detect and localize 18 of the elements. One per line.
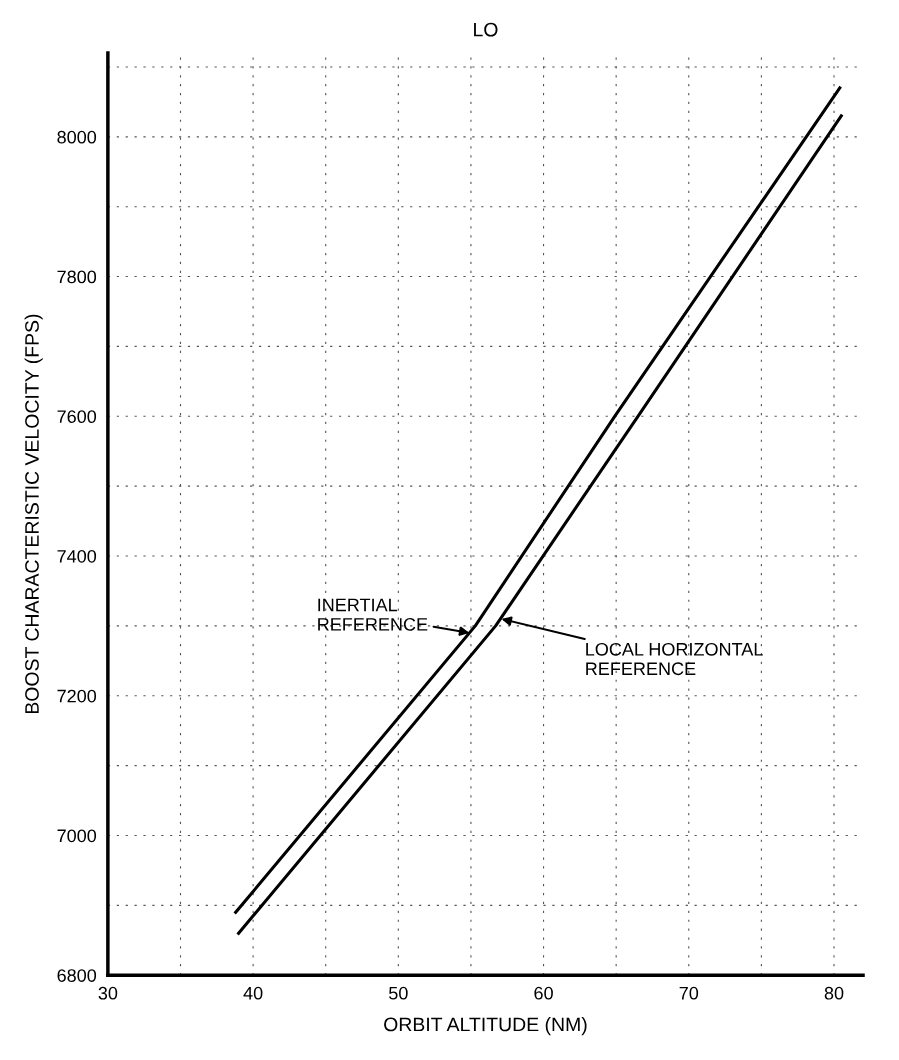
x-tick-label: 50 — [389, 986, 408, 1000]
chart-title: LO — [474, 22, 498, 37]
x-tick-label: 30 — [98, 986, 118, 1000]
annotation: INERTIAL REFERENCE — [318, 598, 428, 631]
y-tick-label: 8000 — [57, 130, 97, 144]
y-tick-label: 7400 — [57, 549, 97, 563]
y-tick-label: 6800 — [57, 969, 97, 982]
y-tick-label: 7000 — [57, 829, 97, 843]
annotation: LOCAL HORIZONTAL REFERENCE — [586, 642, 763, 676]
x-tick-label: 40 — [243, 986, 263, 1000]
x-tick-label: 80 — [824, 986, 844, 1000]
x-tick-label: 70 — [679, 986, 699, 1000]
x-axis-title: ORBIT ALTITUDE (NM) — [384, 1017, 587, 1036]
y-tick-label: 7200 — [57, 689, 97, 703]
y-tick-label: 7600 — [57, 410, 97, 424]
x-tick-label: 60 — [534, 986, 553, 1000]
y-axis-title: BOOST CHARACTERISTIC VELOCITY (FPS) — [24, 314, 43, 714]
y-tick-label: 7800 — [57, 270, 97, 284]
